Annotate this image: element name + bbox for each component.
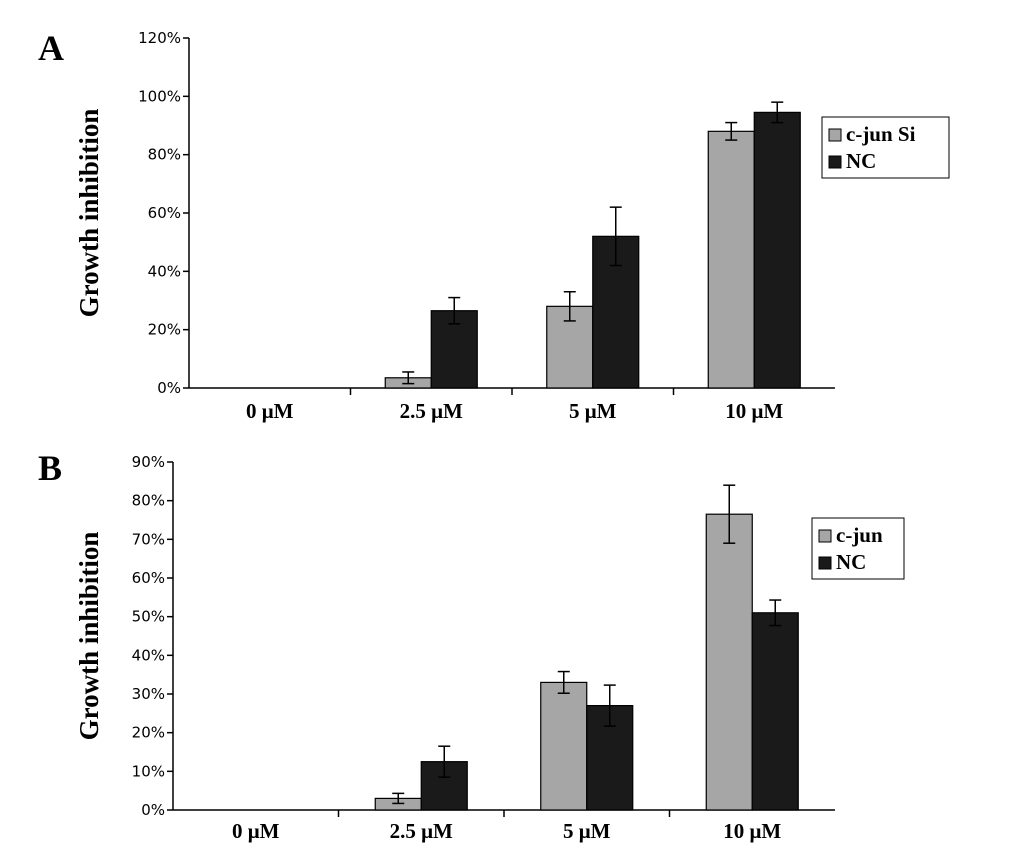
y-tick-label: 100% — [138, 87, 181, 105]
x-tick-label: 5 μM — [563, 819, 611, 843]
x-tick-label: 2.5 μM — [400, 399, 463, 423]
y-axis-label: Growth inhibition — [74, 532, 104, 741]
legend-swatch — [818, 529, 832, 543]
x-tick-label: 0 μM — [232, 819, 280, 843]
legend-box — [821, 116, 950, 179]
y-tick-label: 70% — [132, 530, 165, 548]
legend-label: NC — [846, 149, 876, 173]
bar — [707, 130, 755, 389]
legend: c-jun NC — [811, 517, 905, 580]
bar — [751, 612, 799, 811]
bar — [420, 761, 468, 811]
y-tick-label: 50% — [132, 608, 165, 626]
y-tick-label: 0% — [157, 379, 181, 397]
legend-label: NC — [836, 550, 866, 574]
x-tick-label: 2.5 μM — [390, 819, 453, 843]
y-tick-label: 60% — [148, 204, 181, 222]
y-tick-label: 30% — [132, 685, 165, 703]
y-tick-label: 80% — [148, 146, 181, 164]
bar — [705, 513, 753, 811]
panel-letter: A — [38, 28, 64, 68]
x-tick-label: 0 μM — [246, 399, 294, 423]
panel-letter: B — [38, 448, 62, 488]
legend-label: c-jun Si — [846, 122, 916, 146]
y-tick-label: 90% — [132, 453, 165, 471]
y-tick-label: 20% — [132, 724, 165, 742]
legend-swatch — [818, 556, 832, 570]
y-tick-label: 10% — [132, 762, 165, 780]
bar — [540, 681, 588, 811]
x-tick-label: 10 μM — [725, 399, 783, 423]
legend: c-jun Si NC — [821, 116, 950, 179]
y-tick-label: 20% — [148, 321, 181, 339]
legend-swatch — [828, 155, 842, 169]
x-tick-label: 10 μM — [723, 819, 781, 843]
legend-label: c-jun — [836, 523, 883, 547]
y-tick-label: 80% — [132, 492, 165, 510]
y-axis-label: Growth inhibition — [74, 109, 104, 318]
y-tick-label: 60% — [132, 569, 165, 587]
y-tick-label: 0% — [141, 801, 165, 819]
panel-b: B Growth inhibition 0% 10% 20% 30% 40% 50% 60% 70… — [38, 448, 905, 843]
panel-a: A Growth inhibition 0% 20% 40% 60% 80% 100% 120%… — [38, 28, 950, 423]
legend-swatch — [828, 128, 842, 142]
x-tick-label: 5 μM — [569, 399, 617, 423]
y-tick-label: 40% — [148, 262, 181, 280]
y-tick-label: 40% — [132, 646, 165, 664]
y-tick-label: 120% — [138, 29, 181, 47]
bar — [753, 111, 801, 389]
